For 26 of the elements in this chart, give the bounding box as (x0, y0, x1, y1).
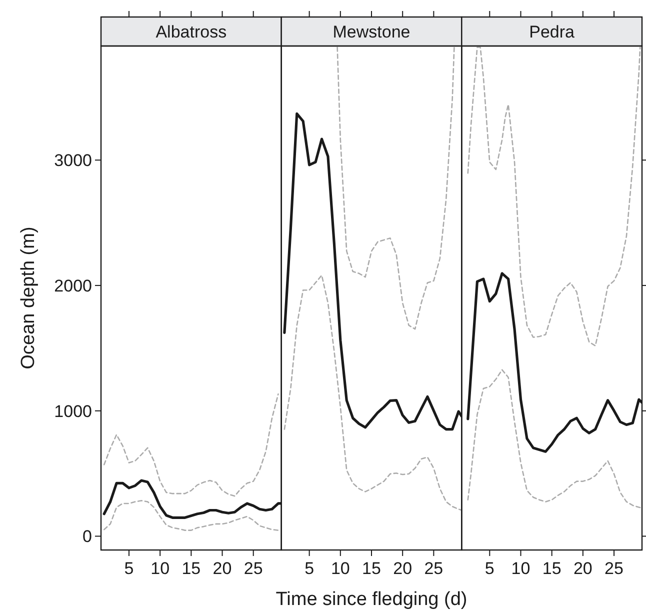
y-tick-label: 2000 (54, 276, 92, 296)
chart-title: Pedra (529, 22, 576, 42)
y-tick-label: 3000 (54, 151, 92, 170)
chart-title: Mewstone (332, 22, 410, 42)
x-tick-label: 15 (362, 559, 381, 578)
x-tick-label: 20 (212, 559, 232, 578)
x-tick-label: 5 (124, 559, 134, 578)
x-axis-title: Time since fledging (d) (276, 589, 468, 610)
line-series (103, 393, 279, 497)
chart-title: Albatross (156, 22, 227, 42)
x-tick-label: 15 (182, 559, 201, 578)
y-tick-label: 1000 (54, 402, 92, 421)
x-tick-label: 5 (484, 559, 494, 578)
x-tick-label: 5 (304, 559, 314, 578)
x-tick-label: 20 (393, 559, 412, 578)
x-tick-label: 10 (511, 559, 530, 578)
x-tick-label: 15 (542, 559, 562, 578)
x-tick-label: 25 (244, 559, 263, 578)
y-axis-title: Ocean depth (m) (18, 226, 39, 370)
x-tick-label: 25 (424, 559, 444, 578)
x-tick-label: 10 (330, 559, 350, 578)
x-tick-label: 10 (150, 559, 170, 578)
x-tick-label: 25 (604, 559, 624, 578)
x-tick-label: 20 (573, 559, 592, 578)
line-series (103, 500, 279, 531)
y-tick-label: 0 (82, 527, 92, 546)
